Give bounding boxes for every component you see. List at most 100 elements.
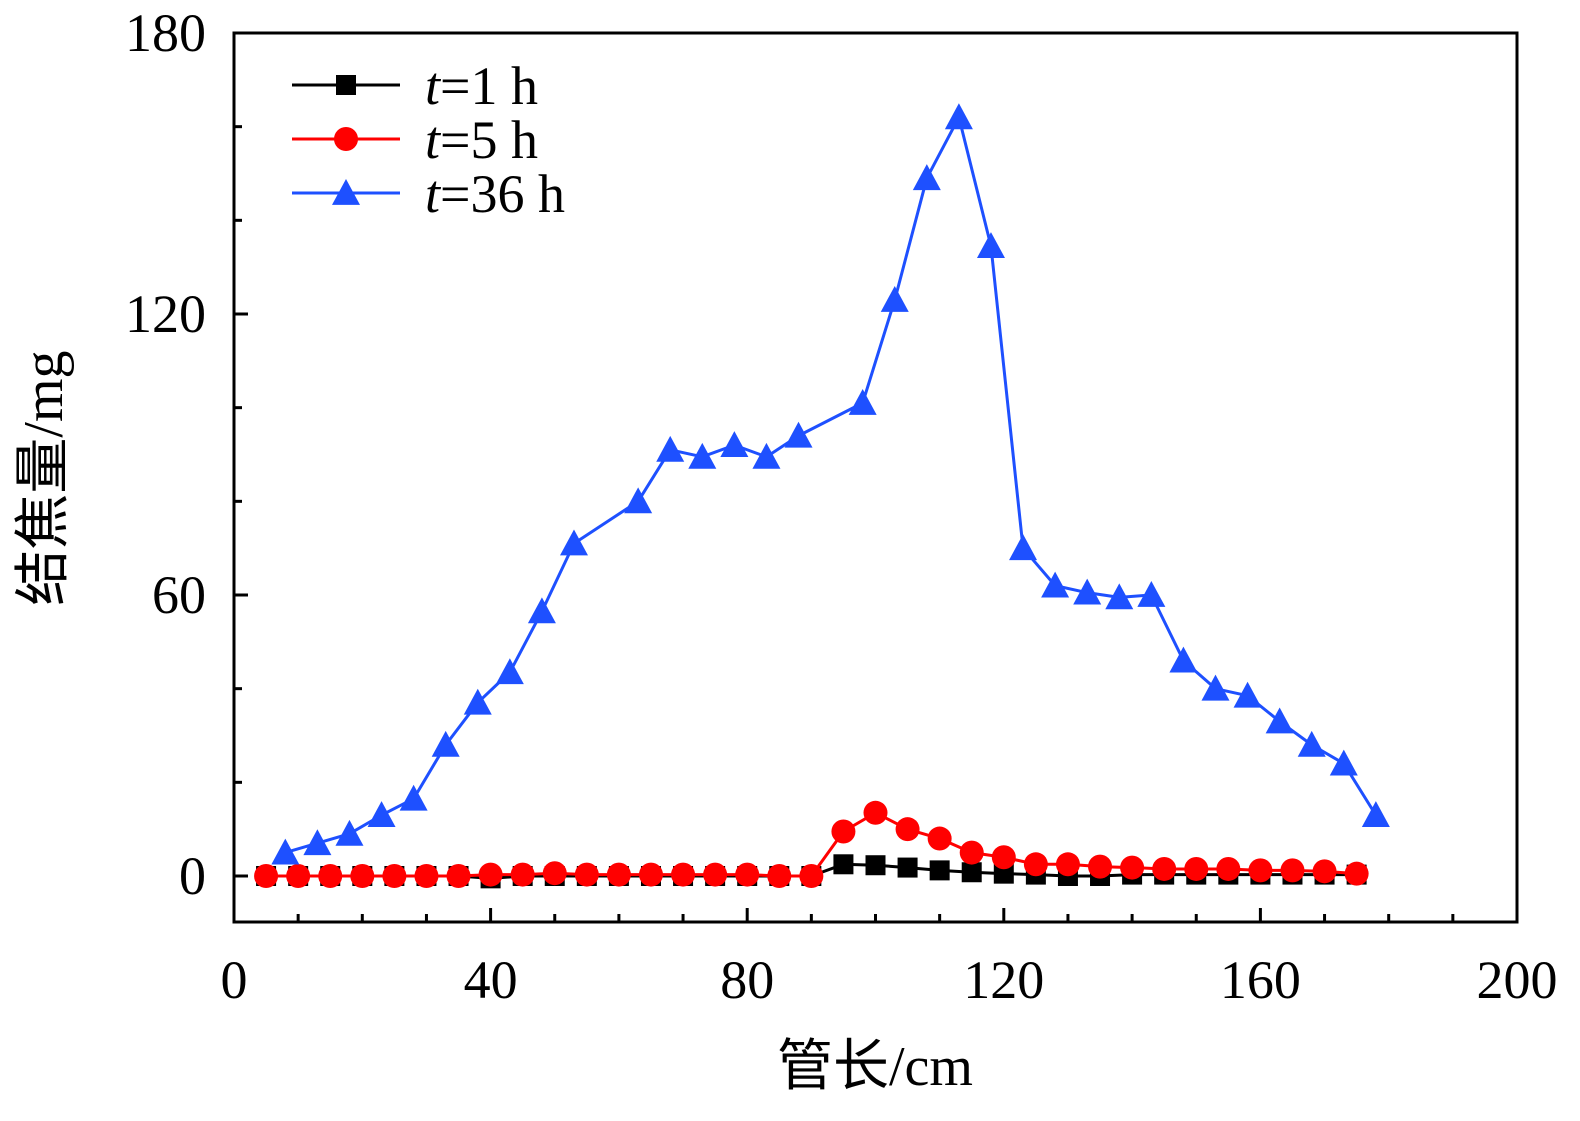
legend-label-value: =5 h [440,110,538,170]
data-point [1312,859,1337,884]
legend-label-var: t [425,56,442,116]
data-point [303,829,332,856]
legend-item: t=5 h [292,110,538,170]
data-point [382,864,407,888]
data-point [735,862,760,887]
legend-label: t=5 h [425,110,538,170]
data-point [863,800,888,825]
data-point [927,826,952,851]
data-point [1297,730,1326,757]
data-point [1105,583,1134,610]
data-point [495,658,524,685]
data-point [527,597,556,624]
data-point [880,285,909,312]
legend-marker [336,75,356,95]
data-point [897,857,918,878]
data-point [399,784,428,811]
legend: t=1 ht=5 ht=36 h [292,56,565,224]
data-point [254,864,279,888]
data-point [1073,578,1102,605]
data-point [1023,852,1048,877]
tick-labels: 0 40 80 120 160 200 0 60 120 180 [125,3,1558,1010]
x-tick-label: 80 [720,950,774,1010]
x-tick-label: 120 [963,950,1044,1010]
y-axis-title: 结焦量/mg [13,350,75,605]
data-point [1233,681,1262,708]
data-point [1329,749,1358,776]
data-point [574,862,599,887]
data-point [1137,581,1166,607]
y-tick-label: 120 [125,284,206,344]
data-point [1201,674,1230,701]
plot-frame [232,31,1519,924]
data-point [1184,856,1209,881]
legend-item: t=36 h [292,164,565,224]
plot-series [254,103,1390,889]
data-point [993,863,1014,884]
legend-label-var: t [425,164,442,224]
data-point [606,862,631,887]
data-point [350,864,375,888]
data-point [638,862,663,887]
data-point [833,854,854,875]
data-point [1216,856,1241,881]
x-tick-label: 200 [1477,950,1558,1010]
data-point [767,864,792,888]
data-point [1344,861,1369,886]
data-point [959,840,984,865]
legend-label-value: =36 h [440,164,565,224]
data-point [912,164,941,191]
legend-label-value: =1 h [440,56,538,116]
data-point [318,864,343,888]
data-point [865,855,886,876]
data-point [944,103,973,130]
legend-label: t=36 h [425,164,565,224]
data-point [1041,571,1070,598]
x-tick-label: 40 [464,950,518,1010]
data-point [463,688,492,715]
data-point [688,442,717,469]
data-point [929,860,950,881]
data-point [991,845,1016,870]
data-point [624,487,653,514]
series-2 [271,103,1390,865]
data-point [286,864,311,888]
legend-item: t=1 h [292,56,538,116]
data-point [848,388,877,415]
data-point [1088,854,1113,879]
data-point [414,864,439,888]
data-point [720,431,749,458]
data-point [1265,707,1294,734]
legend-marker [332,179,360,205]
y-tick-label: 180 [125,3,206,63]
data-point [271,838,300,865]
data-point [961,862,982,883]
data-point [976,232,1005,258]
data-point [478,862,503,887]
data-point [446,864,471,888]
x-tick-label: 160 [1220,950,1301,1010]
legend-marker [334,127,358,151]
y-tick-label: 60 [152,565,206,625]
data-point [752,442,781,469]
data-point [895,817,920,842]
y-tick-label: 0 [179,846,206,906]
data-point [703,862,728,887]
data-point [1169,646,1198,673]
data-point [1248,858,1273,883]
x-axis-title: 管长/cm [777,1036,973,1098]
data-point [1361,801,1390,828]
data-point [831,819,856,844]
data-point [1055,852,1080,877]
data-point [542,861,567,886]
legend-label-var: t [425,110,442,170]
data-point [1009,534,1038,561]
legend-label: t=1 h [425,56,538,116]
data-point [431,730,460,757]
data-point [1280,858,1305,883]
data-point [1152,856,1177,881]
data-point [559,529,588,556]
